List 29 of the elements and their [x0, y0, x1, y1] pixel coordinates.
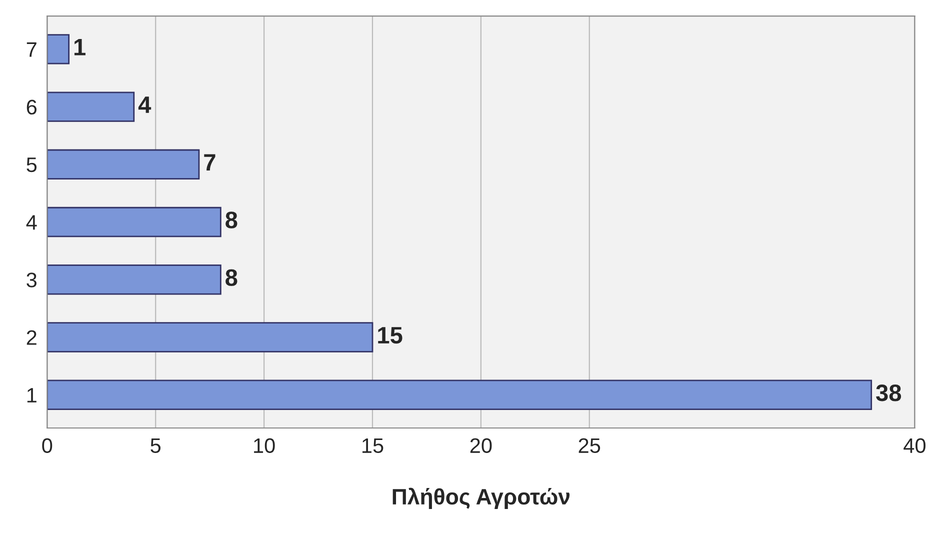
data-label: 8 — [226, 212, 238, 228]
x-tick-label: 20 — [470, 438, 492, 454]
x-tick-label: 5 — [150, 438, 161, 454]
data-label: 7 — [204, 154, 216, 171]
data-label: 4 — [138, 96, 152, 113]
y-tick-label: 1 — [27, 388, 36, 402]
x-tick-label: 15 — [362, 438, 384, 454]
bar — [47, 92, 135, 122]
data-label: 15 — [378, 327, 402, 344]
y-tick-label: 3 — [26, 272, 37, 288]
x-axis-title: Πλήθος Αγροτών — [392, 488, 570, 509]
data-label: 38 — [876, 384, 902, 402]
y-tick-label: 2 — [26, 330, 36, 345]
bar — [47, 264, 222, 295]
y-tick-label: 6 — [26, 100, 37, 115]
bar — [47, 322, 374, 352]
bar — [47, 149, 200, 180]
y-tick-label: 7 — [26, 42, 36, 57]
x-tick-label: 0 — [42, 438, 52, 454]
x-tick-label: 10 — [254, 438, 275, 454]
x-tick-label: 40 — [904, 438, 926, 454]
bar — [47, 34, 70, 64]
data-label: 1 — [74, 39, 86, 56]
data-label: 8 — [226, 269, 238, 286]
x-tick-label: 25 — [578, 438, 600, 454]
bar — [47, 380, 872, 410]
y-tick-label: 4 — [26, 215, 37, 230]
y-tick-label: 5 — [26, 158, 37, 172]
bar — [47, 206, 222, 238]
